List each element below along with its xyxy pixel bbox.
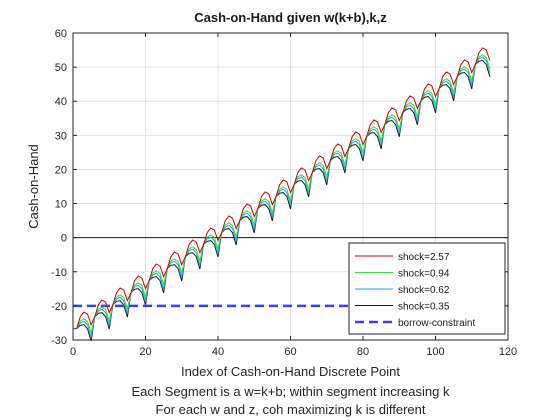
series-line-shock-2-57 xyxy=(76,47,491,329)
x-tick-label: 40 xyxy=(212,346,224,358)
legend: shock=2.57 shock=0.94 shock=0.62 shock=0.35… xyxy=(348,242,506,335)
y-tick-label: -30 xyxy=(51,335,67,347)
x-tick-label: 80 xyxy=(357,346,369,358)
chart-title: Cash-on-Hand given w(k+b),k,z xyxy=(194,10,387,25)
x-tick-label: 0 xyxy=(70,346,76,358)
y-tick-label: 60 xyxy=(55,28,67,40)
x-axis-label-line-3: For each w and z, coh maximizing k is di… xyxy=(156,402,426,417)
x-axis-label: Index of Cash-on-Hand Discrete Point xyxy=(181,364,400,379)
legend-label: shock=0.94 xyxy=(398,269,450,280)
ticks: 0 20 40 60 80 100 120 -30 -20 -10 0 10 20 30 40 50 60 xyxy=(51,28,517,358)
legend-label: borrow-constraint xyxy=(398,318,475,329)
y-tick-label: 10 xyxy=(55,199,67,211)
legend-label: shock=2.57 xyxy=(398,252,450,263)
legend-label: shock=0.62 xyxy=(398,285,450,296)
x-tick-label: 60 xyxy=(284,346,296,358)
y-tick-label: -10 xyxy=(51,267,67,279)
series-lines xyxy=(73,47,508,342)
y-tick-label: -20 xyxy=(51,301,67,313)
x-tick-label: 120 xyxy=(499,346,517,358)
y-tick-label: 30 xyxy=(55,130,67,142)
y-tick-label: 50 xyxy=(55,62,67,74)
x-axis-label-line-2: Each Segment is a w=k+b; within segment … xyxy=(132,384,450,399)
y-tick-label: 20 xyxy=(55,164,67,176)
y-axis-label: Cash-on-Hand xyxy=(26,144,41,229)
y-tick-label: 40 xyxy=(55,96,67,108)
legend-label: shock=0.35 xyxy=(398,302,450,313)
x-tick-label: 20 xyxy=(139,346,151,358)
y-tick-label: 0 xyxy=(61,233,67,245)
x-tick-label: 100 xyxy=(426,346,444,358)
